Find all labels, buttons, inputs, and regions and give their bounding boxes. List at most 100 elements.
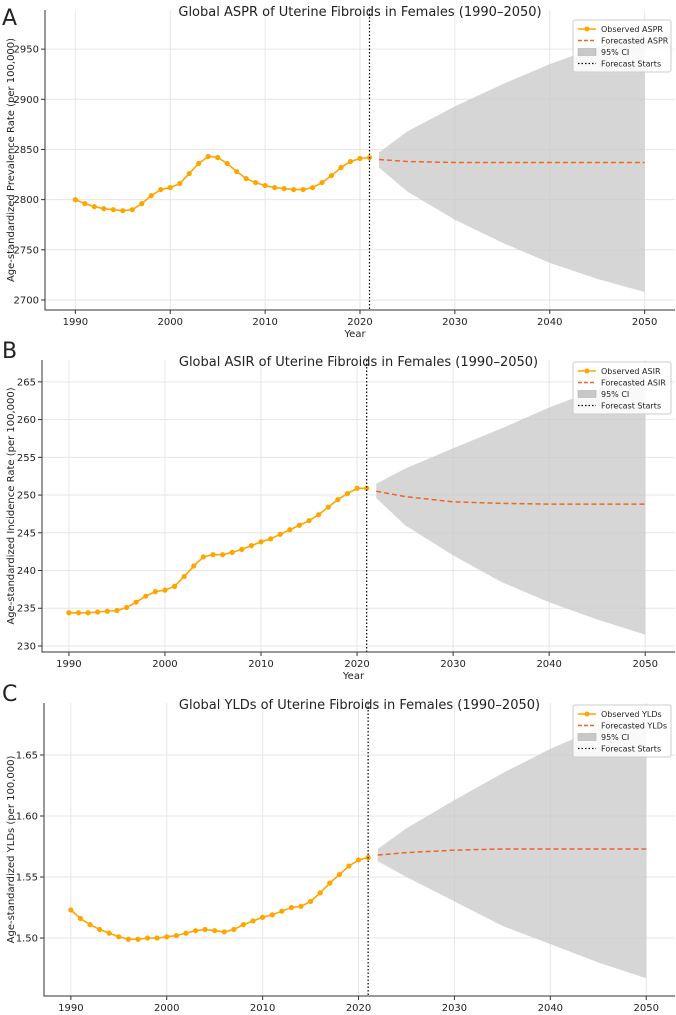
- y-tick-label: 2850: [14, 145, 39, 156]
- observed-point: [338, 164, 344, 171]
- legend-ci-swatch: [577, 733, 597, 741]
- observed-point: [205, 153, 211, 160]
- x-tick-label: 2030: [442, 1003, 467, 1014]
- legend-box: [572, 704, 672, 758]
- y-tick-label: 2900: [14, 95, 39, 106]
- legend-label: Observed YLDs: [601, 710, 662, 719]
- axes-spine: [41, 360, 675, 653]
- y-tick-label: 2950: [14, 45, 39, 56]
- observed-point: [354, 485, 360, 491]
- observed-point: [290, 186, 297, 193]
- observed-point: [85, 610, 91, 616]
- x-tick-label: 2030: [442, 317, 467, 328]
- observed-point: [152, 589, 158, 595]
- x-axis-label: Year: [342, 671, 365, 682]
- legend-label: Forecasted YLDs: [601, 722, 667, 731]
- plot-area: [72, 10, 645, 310]
- y-tick-label: 2750: [14, 245, 39, 256]
- observed-point: [196, 160, 202, 167]
- panel-a: 1990 2000 2010 2020 2030 2040 2050 2700 2750 2800…: [2, 5, 675, 340]
- x-tick-label: 2010: [250, 1003, 275, 1014]
- observed-point: [167, 184, 173, 191]
- observed-point: [231, 926, 237, 933]
- y-tick-label: 250: [17, 491, 36, 502]
- legend: Observed YLDs Forecasted YLDs 95% CI Foreca…: [572, 704, 672, 758]
- legend: Observed ASIR Forecasted ASIR 95% CI Foreca…: [572, 361, 672, 415]
- panel-c: 1990 2000 2010 2020 2030 2040 2050 1.50 1.55 1.60…: [2, 682, 675, 1014]
- panel-label: B: [2, 339, 17, 364]
- x-tick-label: 2040: [536, 659, 561, 670]
- observed-point: [183, 930, 189, 936]
- legend-label: Forecast Starts: [601, 402, 661, 411]
- observed-point: [177, 180, 183, 187]
- observed-point: [148, 193, 154, 199]
- y-tick-label: 1.65: [16, 750, 38, 761]
- observed-point: [77, 915, 84, 922]
- observed-point: [202, 926, 208, 933]
- chart-title: Global ASPR of Uterine Fibroids in Femal…: [178, 5, 541, 20]
- observed-point: [87, 922, 93, 928]
- x-tick-label: 2020: [346, 1003, 371, 1014]
- observed-point: [317, 890, 323, 896]
- legend: Observed ASPR Forecasted ASPR 95% CI Foreca…: [572, 19, 672, 73]
- observed-point: [144, 935, 151, 941]
- observed-point: [279, 908, 285, 914]
- observed-point: [224, 160, 230, 167]
- x-tick-label: 1990: [63, 317, 88, 328]
- observed-point: [325, 504, 331, 510]
- observed-point: [135, 936, 141, 942]
- observed-point: [239, 546, 245, 552]
- observed-point: [139, 201, 145, 207]
- x-tick-label: 2010: [248, 659, 273, 670]
- y-tick-label: 1.50: [16, 934, 38, 945]
- observed-line: [75, 155, 370, 212]
- observed-point: [258, 539, 264, 545]
- observed-point: [328, 172, 335, 179]
- observed-point: [154, 935, 160, 941]
- observed-point: [296, 522, 303, 528]
- observed-point: [288, 904, 295, 911]
- observed-point: [268, 536, 274, 542]
- observed-point: [143, 593, 149, 599]
- legend-label: 95% CI: [601, 733, 629, 742]
- observed-point: [221, 929, 227, 935]
- legend-label: 95% CI: [601, 390, 629, 399]
- observed-point: [272, 184, 278, 191]
- observed-point: [215, 154, 221, 161]
- observed-point: [219, 552, 226, 558]
- legend-label: Forecasted ASIR: [601, 379, 666, 388]
- observed-point: [300, 186, 306, 193]
- y-axis-label: Age-standardized Prevalence Rate (per 10…: [6, 38, 17, 282]
- observed-point: [327, 880, 333, 886]
- observed-point: [210, 552, 216, 558]
- observed-point: [234, 168, 240, 175]
- axes-spine: [44, 10, 675, 311]
- panel-label: C: [2, 682, 17, 707]
- observed-point: [355, 857, 362, 863]
- observed-point: [335, 496, 341, 503]
- x-tick-label: 2000: [154, 1003, 179, 1014]
- observed-point: [347, 158, 354, 165]
- legend-ci-swatch: [577, 48, 597, 56]
- observed-point: [287, 527, 293, 533]
- y-tick-label: 2700: [14, 295, 39, 306]
- x-tick-label: 2050: [632, 659, 657, 670]
- observed-point: [114, 607, 120, 614]
- observed-point: [243, 175, 249, 182]
- observed-point: [191, 563, 197, 569]
- observed-point: [125, 936, 131, 942]
- x-tick-label: 2020: [347, 317, 372, 328]
- observed-point: [260, 914, 266, 920]
- forecast-line: [378, 158, 645, 164]
- y-tick-label: 265: [17, 377, 36, 388]
- observed-point: [97, 926, 103, 933]
- observed-point: [309, 184, 316, 191]
- x-axis-label: Year: [343, 329, 366, 340]
- observed-point: [133, 599, 139, 605]
- legend-label: Forecast Starts: [601, 60, 661, 69]
- y-tick-label: 1.55: [16, 873, 38, 884]
- legend-ci-swatch: [577, 390, 597, 398]
- y-tick-label: 2800: [14, 195, 39, 206]
- observed-point: [110, 207, 116, 213]
